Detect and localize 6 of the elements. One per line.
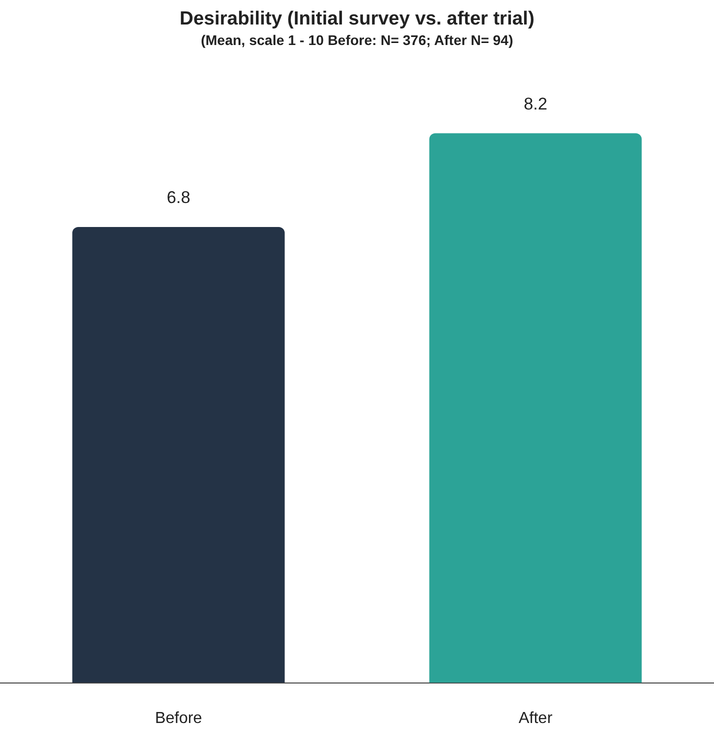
chart-subtitle: (Mean, scale 1 - 10 Before: N= 376; After N= 94) (200, 32, 514, 48)
x-tick-label: After (518, 710, 554, 727)
data-label: 8.2 (524, 94, 548, 114)
data-label: 6.8 (166, 188, 190, 208)
x-tick-label: Before (154, 710, 202, 727)
chart-title: Desirability (Initial survey vs. after trial) (180, 8, 534, 30)
